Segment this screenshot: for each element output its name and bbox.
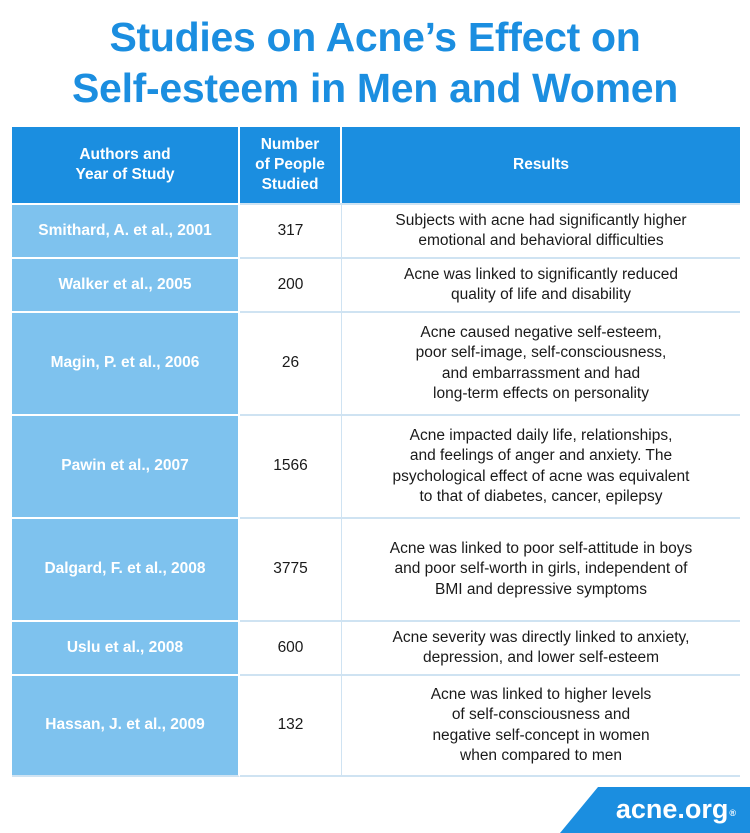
count-cell: 1566 (240, 414, 342, 517)
author-cell: Hassan, J. et al., 2009 (12, 674, 240, 777)
results-cell: Acne was linked to significantly reduced… (342, 257, 740, 311)
count-cell: 317 (240, 203, 342, 257)
author-cell: Walker et al., 2005 (12, 257, 240, 311)
results-cell: Subjects with acne had significantly hig… (342, 203, 740, 257)
results-cell: Acne severity was directly linked to anx… (342, 620, 740, 674)
studies-table: Authors and Year of Study Number of Peop… (12, 127, 740, 777)
count-cell: 200 (240, 257, 342, 311)
results-cell: Acne was linked to higher levels of self… (342, 674, 740, 777)
table-row: Walker et al., 2005 200 Acne was linked … (12, 257, 740, 311)
title-line-1: Studies on Acne’s Effect on (109, 14, 641, 60)
table-row: Dalgard, F. et al., 2008 3775 Acne was l… (12, 517, 740, 620)
registered-mark: ® (729, 808, 736, 818)
count-cell: 26 (240, 311, 342, 414)
author-cell: Pawin et al., 2007 (12, 414, 240, 517)
author-cell: Magin, P. et al., 2006 (12, 311, 240, 414)
results-cell: Acne impacted daily life, relationships,… (342, 414, 740, 517)
author-cell: Smithard, A. et al., 2001 (12, 203, 240, 257)
title-line-2: Self-esteem in Men and Women (72, 65, 678, 111)
table-row: Pawin et al., 2007 1566 Acne impacted da… (12, 414, 740, 517)
table-row: Smithard, A. et al., 2001 317 Subjects w… (12, 203, 740, 257)
count-cell: 132 (240, 674, 342, 777)
header-authors: Authors and Year of Study (12, 127, 240, 203)
table-row: Uslu et al., 2008 600 Acne severity was … (12, 620, 740, 674)
page-title: Studies on Acne’s Effect on Self-esteem … (0, 12, 750, 114)
brand-badge[interactable]: acne.org® (560, 787, 750, 833)
table-row: Magin, P. et al., 2006 26 Acne caused ne… (12, 311, 740, 414)
table-header-row: Authors and Year of Study Number of Peop… (12, 127, 740, 203)
count-cell: 3775 (240, 517, 342, 620)
table-row: Hassan, J. et al., 2009 132 Acne was lin… (12, 674, 740, 777)
header-results: Results (342, 127, 740, 203)
author-cell: Dalgard, F. et al., 2008 (12, 517, 240, 620)
author-cell: Uslu et al., 2008 (12, 620, 240, 674)
brand-name: acne.org (615, 794, 729, 824)
brand-logo-text[interactable]: acne.org® (616, 793, 736, 825)
results-cell: Acne was linked to poor self-attitude in… (342, 517, 740, 620)
header-people-studied: Number of People Studied (240, 127, 342, 203)
results-cell: Acne caused negative self-esteem, poor s… (342, 311, 740, 414)
count-cell: 600 (240, 620, 342, 674)
